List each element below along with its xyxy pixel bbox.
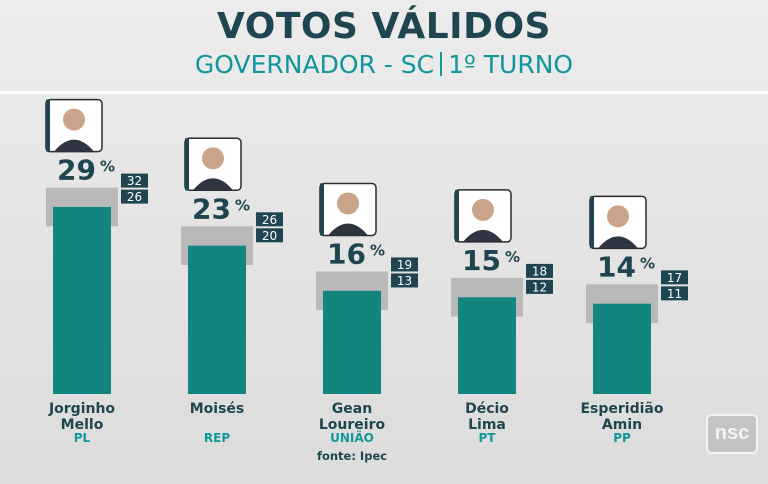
subtitle-office: GOVERNADOR - SC xyxy=(194,50,435,79)
party-label: REP xyxy=(204,431,230,445)
lower-bound-value: 26 xyxy=(127,190,142,204)
percentage-label: 29% xyxy=(57,154,115,187)
vote-bar xyxy=(593,303,651,394)
upper-bound-value: 19 xyxy=(397,258,412,272)
portrait-body xyxy=(598,236,638,249)
upper-bound-value: 17 xyxy=(667,271,682,285)
upper-bound-badge xyxy=(256,212,283,227)
party-label: PL xyxy=(74,431,91,445)
portrait-head xyxy=(607,205,629,228)
lower-bound-value: 20 xyxy=(262,229,277,243)
vote-bar xyxy=(458,297,516,394)
subtitle-separator xyxy=(440,52,443,76)
lower-bound-value: 12 xyxy=(532,280,547,294)
header-divider xyxy=(0,91,768,94)
percentage-label: 14% xyxy=(597,250,655,283)
candidate-name: Loureiro xyxy=(319,417,386,433)
subtitle-round: 1º TURNO xyxy=(448,50,574,79)
upper-bound-value: 18 xyxy=(532,264,547,278)
portrait-body xyxy=(54,139,94,152)
party-label: PP xyxy=(613,431,631,445)
party-label: PT xyxy=(479,431,497,445)
lower-bound-badge xyxy=(526,279,553,294)
lower-bound-badge xyxy=(661,286,688,301)
lower-bound-badge xyxy=(256,228,283,243)
portrait-head xyxy=(202,147,224,170)
source-note: fonte: Ipec xyxy=(317,449,387,463)
photo-frame-accent xyxy=(320,183,324,236)
vote-bar xyxy=(53,206,111,394)
vote-bar xyxy=(323,290,381,394)
photo-frame-accent xyxy=(590,196,594,249)
lower-bound-badge xyxy=(121,189,148,204)
photo-frame-accent xyxy=(46,99,50,152)
percentage-label: 23% xyxy=(192,192,250,225)
portrait-head xyxy=(472,198,494,221)
portrait-body xyxy=(463,229,503,242)
lower-bound-badge xyxy=(391,273,418,288)
candidate-name: Jorginho xyxy=(48,401,115,417)
chart-title: VOTOS VÁLIDOS xyxy=(217,6,551,47)
upper-bound-badge xyxy=(121,173,148,188)
candidate-name: Lima xyxy=(468,417,506,433)
photo-frame-accent xyxy=(185,138,189,191)
portrait-body xyxy=(328,223,368,236)
candidate-name: Amin xyxy=(602,417,642,433)
upper-bound-value: 26 xyxy=(262,213,277,227)
upper-bound-badge xyxy=(661,270,688,285)
candidate-name: Gean xyxy=(332,401,372,417)
upper-bound-badge xyxy=(391,257,418,272)
portrait-head xyxy=(337,192,359,215)
upper-bound-value: 32 xyxy=(127,174,142,188)
photo-frame-accent xyxy=(455,189,459,242)
candidate-name: Esperidião xyxy=(580,401,663,417)
party-label: UNIÃO xyxy=(330,430,374,445)
upper-bound-badge xyxy=(526,263,553,278)
nsc-logo: nsc xyxy=(706,414,758,454)
lower-bound-value: 13 xyxy=(397,274,412,288)
vote-bar xyxy=(188,245,246,394)
candidate-name: Décio xyxy=(465,401,509,417)
portrait-body xyxy=(193,178,233,191)
candidate-name: Moisés xyxy=(190,401,245,417)
lower-bound-value: 11 xyxy=(667,287,682,301)
chart-subtitle: GOVERNADOR - SC 1º TURNO xyxy=(0,50,768,79)
percentage-label: 15% xyxy=(462,244,520,277)
candidate-name: Mello xyxy=(61,417,104,433)
percentage-label: 16% xyxy=(327,237,385,270)
portrait-head xyxy=(63,108,85,131)
